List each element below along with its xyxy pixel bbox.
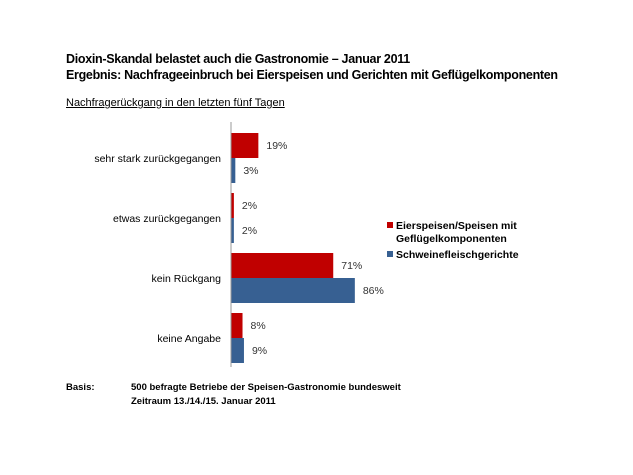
- bar: [231, 278, 355, 303]
- legend-swatch: [387, 222, 393, 228]
- chart-title-line2: Ergebnis: Nachfrageeinbruch bei Eierspei…: [66, 68, 558, 82]
- data-label: 8%: [251, 320, 266, 332]
- bar: [231, 193, 234, 218]
- data-label: 19%: [266, 140, 287, 152]
- footer-line1: 500 befragte Betriebe der Speisen-Gastro…: [131, 382, 401, 393]
- bar: [231, 133, 259, 158]
- category-label: etwas zurückgegangen: [113, 213, 221, 225]
- data-label: 86%: [363, 285, 384, 297]
- legend-swatch: [387, 251, 393, 257]
- legend-label: Geflügelkomponenten: [396, 233, 507, 245]
- category-label: keine Angabe: [157, 333, 221, 345]
- bar: [231, 338, 244, 363]
- data-label: 71%: [341, 260, 362, 272]
- category-label: kein Rückgang: [152, 273, 222, 285]
- bar: [231, 313, 243, 338]
- chart-subtitle: Nachfragerückgang in den letzten fünf Ta…: [66, 97, 285, 109]
- category-label: sehr stark zurückgegangen: [94, 153, 221, 165]
- bar: [231, 253, 334, 278]
- bar: [231, 218, 234, 243]
- legend-label: Schweinefleischgerichte: [396, 249, 519, 261]
- data-label: 3%: [243, 165, 258, 177]
- data-label: 2%: [242, 225, 257, 237]
- footer-line2: Zeitraum 13./14./15. Januar 2011: [131, 396, 276, 407]
- chart-title: Dioxin-Skandal belastet auch die Gastron…: [66, 52, 410, 66]
- legend-label: Eierspeisen/Speisen mit: [396, 220, 517, 232]
- data-label: 2%: [242, 200, 257, 212]
- bar: [231, 158, 236, 183]
- data-label: 9%: [252, 345, 267, 357]
- footer-label: Basis:: [66, 382, 95, 393]
